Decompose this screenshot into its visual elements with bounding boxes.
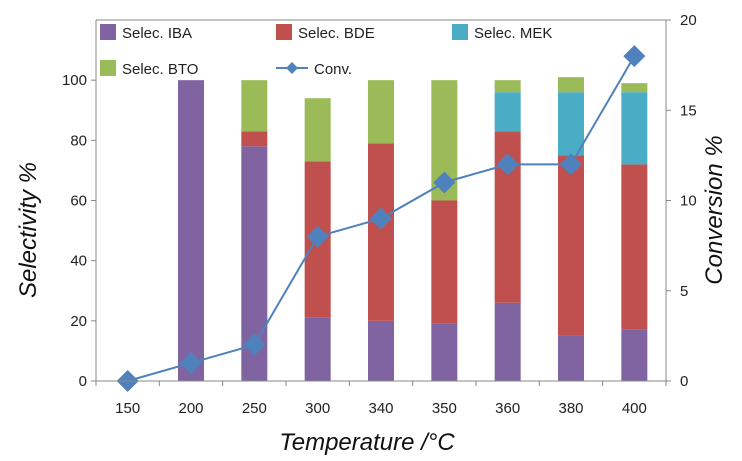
conversion-point-400 — [623, 45, 646, 68]
legend-swatch-selec-bde — [276, 24, 292, 40]
y-tick-label: 100 — [62, 72, 87, 89]
bar-selec-iba-350 — [431, 323, 458, 381]
conversion-point-340 — [370, 207, 392, 230]
x-tick-label: 340 — [368, 400, 393, 417]
bar-selec-iba-340 — [368, 320, 394, 381]
x-tick-label: 150 — [115, 400, 140, 417]
conversion-point-250 — [243, 333, 266, 356]
x-tick-label: 360 — [495, 400, 520, 417]
x-tick-labels: 150 200 250 300 340 350 360 380 400 — [95, 381, 667, 417]
x-tick-label: 400 — [622, 400, 647, 417]
x-tick-label: 200 — [178, 400, 203, 417]
conversion-line-layer — [116, 45, 646, 392]
legend-swatch-selec-iba — [100, 24, 116, 40]
bar-selec-iba-400 — [621, 329, 648, 381]
bar-selec-iba-380 — [558, 335, 584, 381]
bar-selec-iba-200 — [178, 80, 204, 382]
bar-selec-bto-340 — [368, 80, 394, 144]
y2-tick-label: 5 — [680, 283, 688, 300]
y2-tick-labels: 0 5 10 15 20 — [666, 12, 697, 390]
bar-selec-mek-400 — [621, 92, 648, 165]
x-tick-label: 250 — [242, 400, 267, 417]
bar-selec-bto-300 — [304, 98, 331, 162]
bar-selec-bde-400 — [621, 164, 648, 330]
bars-layer — [178, 77, 648, 382]
bar-selec-bde-340 — [368, 143, 394, 321]
y-tick-label: 80 — [70, 132, 87, 149]
bar-selec-bto-360 — [494, 80, 521, 93]
y-tick-label: 0 — [79, 373, 87, 390]
legend-label-selec-bto: Selec. BTO — [122, 61, 198, 78]
bar-selec-bde-350 — [431, 200, 458, 324]
bar-selec-bto-250 — [241, 80, 268, 132]
conversion-point-360 — [496, 153, 519, 176]
bar-selec-iba-300 — [304, 317, 331, 381]
x-axis-title: Temperature /°C — [279, 429, 455, 456]
conversion-point-300 — [306, 225, 329, 248]
y2-axis-title: Conversion % — [701, 135, 728, 284]
y-tick-label: 20 — [70, 313, 87, 330]
bar-selec-mek-360 — [494, 92, 521, 132]
y2-tick-label: 20 — [680, 12, 697, 29]
legend-label-conv-: Conv. — [314, 61, 352, 78]
conversion-point-350 — [433, 171, 456, 194]
legend: Selec. IBA Selec. BDE Selec. MEK Selec. BTO… — [100, 24, 552, 78]
legend-label-selec-mek: Selec. MEK — [474, 25, 552, 42]
bar-selec-bto-380 — [558, 77, 584, 93]
y-tick-label: 60 — [70, 193, 87, 210]
y-tick-label: 40 — [70, 253, 87, 270]
y-tick-labels: 0 20 40 60 80 100 — [62, 72, 96, 390]
x-tick-label: 300 — [305, 400, 330, 417]
bar-selec-bde-250 — [241, 131, 268, 147]
bar-selec-bde-380 — [558, 155, 584, 336]
legend-swatch-selec-mek — [452, 24, 468, 40]
y2-tick-label: 15 — [680, 102, 697, 119]
legend-label-selec-iba: Selec. IBA — [122, 25, 192, 42]
legend-swatch-selec-bto — [100, 60, 116, 76]
legend-label-selec-bde: Selec. BDE — [298, 25, 375, 42]
bar-selec-bto-400 — [621, 83, 648, 93]
legend-marker-conv- — [286, 62, 298, 74]
conversion-point-200 — [180, 351, 202, 374]
bar-selec-mek-380 — [558, 92, 584, 156]
x-tick-label: 380 — [558, 400, 583, 417]
y-axis-title: Selectivity % — [15, 162, 42, 298]
y2-tick-label: 10 — [680, 193, 697, 210]
bar-selec-iba-360 — [494, 302, 521, 381]
x-tick-label: 350 — [432, 400, 457, 417]
y2-tick-label: 0 — [680, 373, 688, 390]
conversion-point-380 — [560, 153, 582, 176]
